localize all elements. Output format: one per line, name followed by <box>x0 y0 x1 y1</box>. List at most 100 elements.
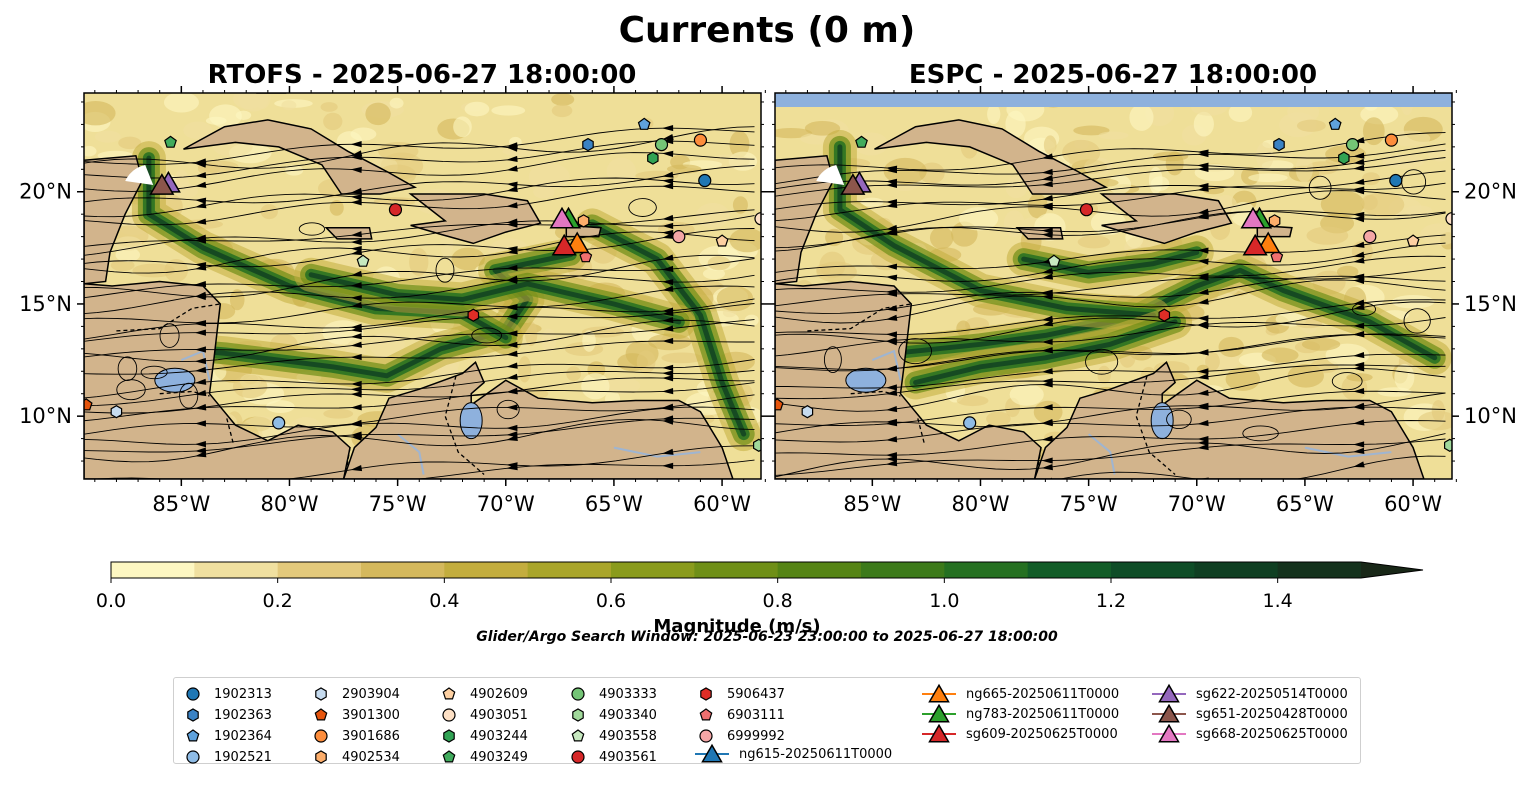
speed-patch <box>636 350 656 374</box>
speed-patch <box>1062 139 1101 166</box>
speed-patch <box>115 247 141 263</box>
streamline-arrow <box>662 307 674 314</box>
country-border <box>807 303 912 332</box>
x-tick-label: 65°W <box>585 492 643 516</box>
streamline <box>775 242 1446 282</box>
land-cuba <box>874 119 1109 195</box>
speed-patch <box>566 366 582 382</box>
streamline <box>775 234 1446 273</box>
eddy-streamline <box>823 346 842 374</box>
streamline-arrow <box>885 314 898 321</box>
streamline-arrow <box>1197 349 1209 356</box>
legend-item: 1902364 <box>180 726 272 746</box>
legend-pentagon-marker <box>186 729 200 742</box>
country-border <box>1036 447 1042 475</box>
legend-label: ng783-20250611T0000 <box>966 706 1120 722</box>
legend-label: 4903558 <box>599 728 657 744</box>
streamline-arrow <box>194 346 206 353</box>
legend-marker-icon <box>695 743 729 763</box>
legend-pentagon-marker <box>699 708 713 721</box>
speed-patch <box>987 104 1001 124</box>
eddy-streamline <box>159 323 180 348</box>
streamline-arrow <box>194 218 207 225</box>
speed-patch <box>804 120 841 136</box>
map-frame-rtofs <box>83 92 762 480</box>
country-border <box>345 447 351 475</box>
streamline-arrow <box>350 238 362 246</box>
streamline-arrow <box>1041 232 1053 239</box>
platform-marker-1902364 <box>1328 117 1342 130</box>
streamline <box>775 132 1446 171</box>
legend-item: 4903249 <box>436 747 528 767</box>
streamline <box>84 258 755 299</box>
x-tick-label: 70°W <box>1168 492 1226 516</box>
legend-label: 6999992 <box>727 728 785 744</box>
streamline-arrow <box>506 181 518 188</box>
y-tick-label: 20°N <box>19 180 72 204</box>
streamline-arrow <box>662 134 674 141</box>
eddy-streamline <box>628 198 657 217</box>
streamline-arrow <box>506 221 518 228</box>
x-tick-label: 60°W <box>693 492 751 516</box>
streamline-arrow <box>194 447 207 454</box>
legend-label: 4903051 <box>470 707 528 723</box>
speed-patch <box>860 197 884 207</box>
streamline <box>84 369 755 407</box>
streamline-arrow <box>1197 403 1209 411</box>
streamline <box>84 177 755 218</box>
platform-marker-3901686 <box>1384 133 1399 147</box>
streamline-arrow <box>662 316 674 324</box>
streamline <box>775 406 1446 443</box>
colorbar: 0.0 0.2 0.4 0.6 0.8 1.0 1.2 1.4 <box>96 561 1424 612</box>
streamline-arrow <box>662 232 674 239</box>
streamline-arrow <box>1353 241 1365 248</box>
platform-marker-4903558 <box>1047 254 1061 267</box>
streamline-arrow <box>662 214 674 222</box>
streamline-arrow <box>506 341 518 348</box>
colorbar-segment <box>111 562 195 578</box>
x-tick-label: 85°W <box>152 492 210 516</box>
speed-patch <box>94 130 121 143</box>
streamline-arrow <box>1352 186 1365 193</box>
streamline-arrow <box>194 366 207 374</box>
streamline-arrow <box>662 448 674 455</box>
streamline-arrow <box>885 178 898 185</box>
speed-patch <box>1077 235 1111 249</box>
speed-patch <box>369 332 405 358</box>
streamline-arrow <box>350 391 362 398</box>
streamline <box>775 317 1446 357</box>
streamline-arrow <box>194 441 206 448</box>
legend-hexagon-marker <box>315 687 327 701</box>
legend-item: 4903244 <box>436 726 528 746</box>
speed-patch <box>661 352 704 364</box>
platform-marker-sg668-20250625T0000 <box>549 206 575 229</box>
streamline-arrow <box>1353 447 1365 454</box>
streamline-arrow <box>885 305 898 312</box>
streamline-arrow <box>1041 194 1054 202</box>
legend-label: 1902364 <box>214 728 272 744</box>
legend-circle-marker <box>699 729 713 743</box>
speed-patch <box>336 131 363 153</box>
speed-patch <box>1009 383 1044 406</box>
speed-patch <box>528 163 570 191</box>
country-border <box>917 418 925 444</box>
legend-label: 3901300 <box>342 707 400 723</box>
platform-marker-1902363 <box>1273 137 1285 152</box>
streamline <box>775 266 1446 307</box>
speed-patch <box>84 145 97 157</box>
legend-marker-icon <box>186 750 200 764</box>
speed-patch <box>1218 336 1245 358</box>
streamline-arrow <box>1197 288 1209 296</box>
current-jet <box>913 319 1178 385</box>
streamline-arrow <box>361 478 362 479</box>
speed-patch <box>1129 103 1154 131</box>
streamline-arrow <box>350 199 362 206</box>
streamline-arrow <box>1197 298 1209 305</box>
streamline-arrow <box>194 320 207 327</box>
speed-patch <box>744 314 759 327</box>
speed-patch <box>956 395 989 407</box>
platform-marker-1902313 <box>1389 173 1403 188</box>
legend-label: 4902609 <box>470 686 528 702</box>
streamline <box>775 353 1446 389</box>
speed-patch <box>1362 117 1385 146</box>
